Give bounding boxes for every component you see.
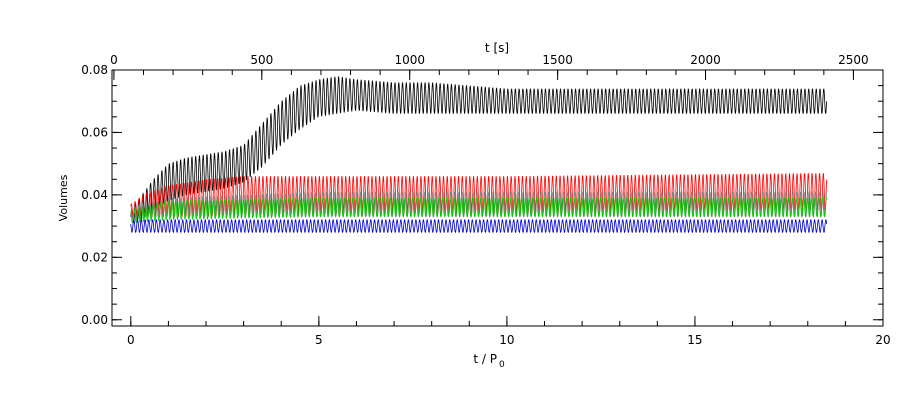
series-layer <box>130 76 827 234</box>
top-axis-label: t [s] <box>485 41 509 55</box>
series-line-5 <box>130 218 827 234</box>
x2-tick-label: 0 <box>110 53 118 67</box>
x-axis-label-subscript: 0 <box>499 360 505 370</box>
x-tick-label: 15 <box>687 333 702 347</box>
x-tick-label: 0 <box>127 333 135 347</box>
x2-tick-label: 500 <box>250 53 273 67</box>
x2-tick-label: 1000 <box>394 53 425 67</box>
x2-tick-label: 1500 <box>542 53 573 67</box>
x-tick-label: 20 <box>875 333 890 347</box>
y-tick-label: 0.02 <box>81 250 108 264</box>
series-line-4 <box>130 197 827 224</box>
axes-layer: 0 5 10 15 20 0 500 1000 1500 2000 2500 0.00 0.02 0.04… <box>81 53 890 347</box>
series-line-1 <box>130 76 827 224</box>
y-tick-label: 0.08 <box>81 63 108 77</box>
x-axis-label: t / P <box>473 352 497 366</box>
y-tick-label: 0.00 <box>81 313 108 327</box>
y-tick-label: 0.06 <box>81 125 108 139</box>
x-tick-label: 5 <box>315 333 323 347</box>
plot-frame <box>111 69 884 327</box>
x2-tick-label: 2500 <box>838 53 869 67</box>
x-tick-label: 10 <box>499 333 514 347</box>
x2-tick-label: 2000 <box>690 53 721 67</box>
y-tick-label: 0.04 <box>81 188 108 202</box>
y-axis-label: Volumes <box>57 174 70 221</box>
